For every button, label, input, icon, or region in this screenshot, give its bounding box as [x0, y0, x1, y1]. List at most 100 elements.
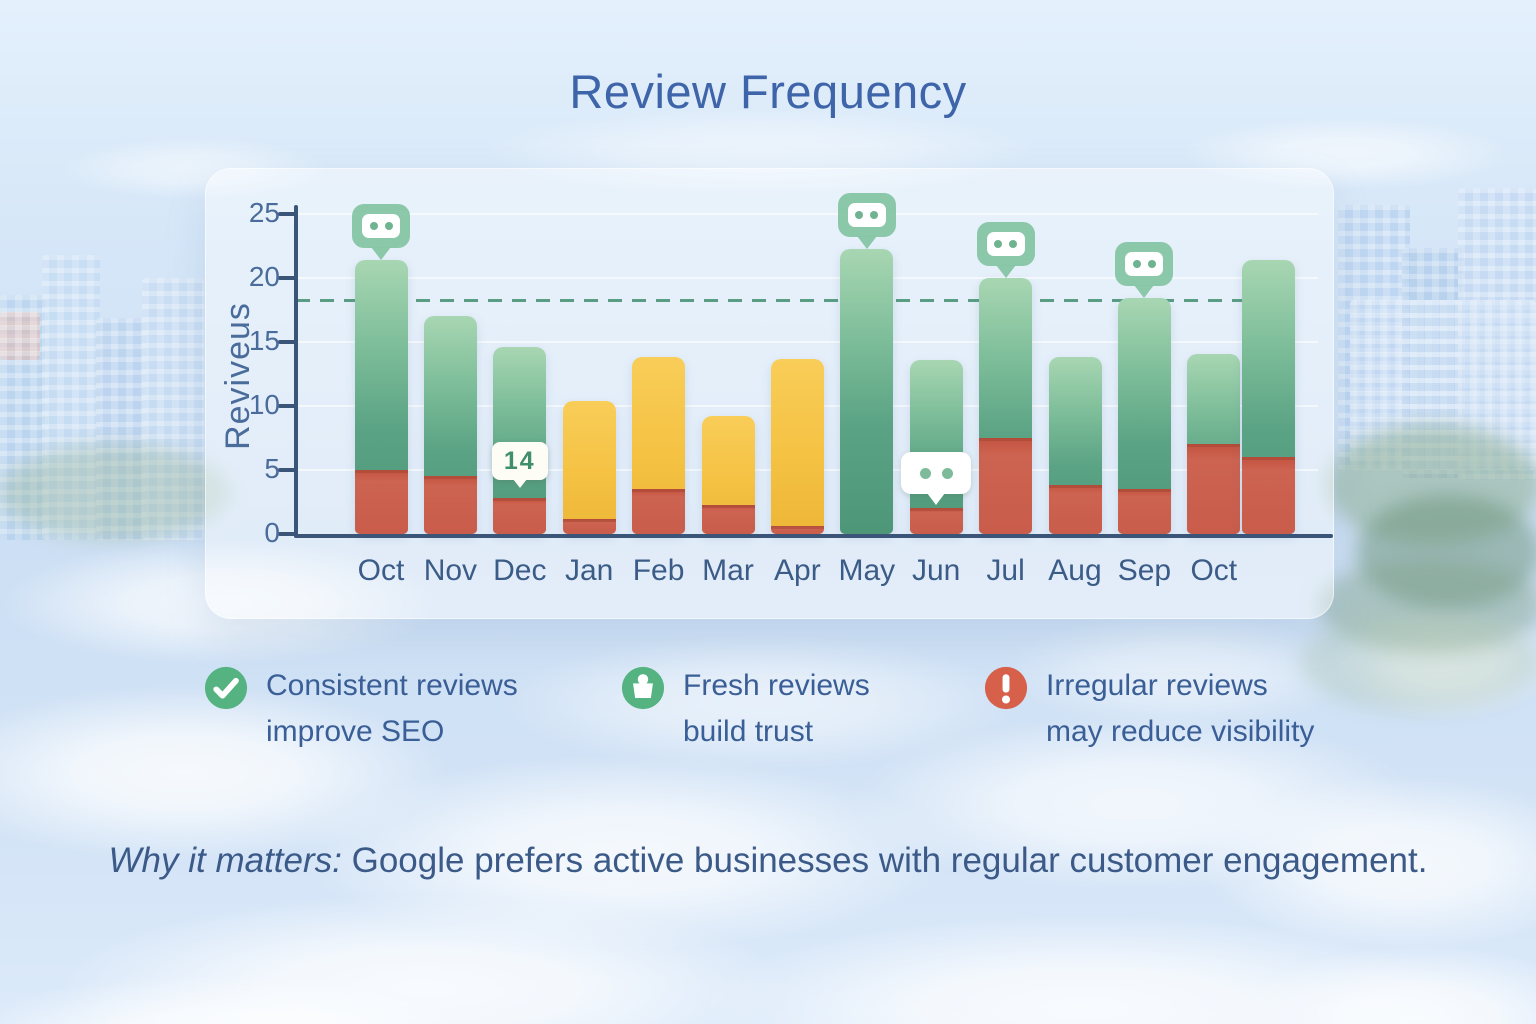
legend-line: Irregular reviews [1046, 669, 1268, 702]
x-axis-label: Oct [357, 554, 405, 587]
speech-bubble-icon [352, 204, 410, 249]
bar-red-segment [1117, 489, 1171, 534]
y-axis-tick [278, 212, 296, 216]
cloud-decoration [480, 108, 1040, 196]
legend-item-consistent-reviews: Consistent reviews improve SEO [203, 663, 518, 755]
speech-bubble-face [362, 214, 400, 239]
mini-speech-bubble-icon [901, 452, 972, 495]
legend-line: Consistent reviews [266, 669, 518, 702]
y-axis-tick [278, 532, 296, 536]
check-circle-icon [203, 665, 249, 711]
bar-red-segment [493, 498, 547, 534]
y-axis-tick-label: 20 [248, 261, 280, 292]
bar-red-segment [354, 469, 408, 534]
chart-bar [701, 416, 755, 534]
bar-red-segment [909, 508, 963, 534]
bar-red-segment [562, 518, 616, 534]
legend-item-irregular-reviews: Irregular reviews may reduce visibility [983, 663, 1314, 755]
y-axis-tick-label: 0 [264, 517, 280, 548]
why-it-matters-text: Why it matters: Google prefers active bu… [103, 833, 1433, 889]
bar-red-segment [770, 526, 824, 534]
cloud-decoration [1240, 945, 1536, 1024]
bubble-dot [941, 467, 953, 479]
speech-bubble-icon [837, 192, 896, 237]
speech-bubble-icon [1115, 242, 1174, 287]
bubble-dot [1132, 260, 1141, 269]
x-axis-label: Dec [493, 554, 547, 587]
count-badge: 14 [491, 442, 548, 480]
y-axis-line [294, 205, 298, 538]
chart-panel: Reviveus Oct Nov Dec 14 Jan Feb Mar Apr May Jun Ju… [205, 168, 1334, 619]
x-axis-label: Apr [774, 554, 821, 587]
legend-line: may reduce visibility [1046, 715, 1315, 748]
bubble-dot [1009, 240, 1018, 248]
bubble-dot [855, 210, 864, 219]
bar-red-segment [1187, 444, 1241, 534]
why-it-matters-body: Google prefers active businesses with re… [341, 841, 1428, 880]
cloud-decoration [1000, 615, 1360, 730]
chart-bar [1048, 357, 1102, 534]
plot-gridline [298, 213, 1318, 215]
page-title: Review Frequency [569, 65, 967, 118]
chart-bar [423, 316, 477, 534]
legend-text-irregular: Irregular reviews may reduce visibility [1046, 663, 1314, 755]
building-decoration [142, 278, 204, 540]
bar-red-segment [423, 476, 477, 534]
legend-item-fresh-reviews: Fresh reviews build trust [620, 663, 870, 755]
y-axis-tick [278, 404, 296, 408]
y-axis-tick [278, 468, 296, 472]
foliage-decoration [1318, 558, 1536, 653]
bubble-dot [1147, 260, 1156, 269]
building-decoration [42, 255, 100, 540]
speech-bubble-face [847, 202, 886, 227]
cloud-decoration [1330, 605, 1536, 720]
x-axis-label: May [838, 554, 896, 587]
exclamation-icon [983, 665, 1029, 711]
speech-bubble-face [1125, 252, 1164, 277]
chart-bar [632, 357, 686, 534]
legend-text-fresh: Fresh reviews build trust [683, 663, 870, 755]
cloud-decoration [60, 138, 330, 200]
x-axis-label: Jun [912, 554, 961, 587]
y-axis-tick-label: 10 [248, 389, 280, 420]
legend-line: improve SEO [266, 715, 445, 748]
bubble-dot [994, 240, 1003, 248]
chart-bar [909, 359, 963, 534]
x-axis-label: Sep [1117, 554, 1172, 587]
bubble-dot [369, 222, 378, 231]
foliage-decoration [0, 445, 230, 540]
y-axis-tick-label: 25 [248, 197, 280, 228]
chart-bar [493, 347, 547, 534]
speech-bubble-icon [976, 222, 1035, 266]
foliage-decoration [1356, 495, 1536, 610]
chart-bar [770, 358, 824, 534]
why-it-matters-label: Why it matters: [108, 841, 342, 880]
cloud-decoration [1180, 118, 1510, 190]
x-axis-label: Jan [565, 554, 614, 587]
chart-bar [1241, 260, 1295, 534]
bar-chart: Reviveus Oct Nov Dec 14 Jan Feb Mar Apr May Jun Ju… [206, 169, 1333, 618]
bar-red-segment [979, 438, 1033, 534]
chart-bar [979, 278, 1033, 534]
bar-red-segment [701, 504, 755, 534]
x-axis-label: Jul [986, 554, 1025, 587]
x-axis-label: Nov [423, 554, 478, 587]
bar-red-segment [632, 489, 686, 534]
plot-gridline [298, 277, 1318, 279]
cloud-decoration [0, 975, 470, 1024]
chart-bar [354, 260, 408, 534]
x-axis-label: Feb [632, 554, 685, 587]
legend-text-consistent: Consistent reviews improve SEO [266, 663, 518, 755]
bar-red-segment [1241, 457, 1295, 534]
building-decoration [0, 312, 40, 360]
y-axis-tick-label: 5 [264, 453, 280, 484]
plot-gridline [298, 341, 1318, 343]
chart-bar [840, 248, 894, 534]
legend-line: build trust [683, 715, 814, 748]
bar-red-segment [1048, 485, 1102, 534]
chart-bar [1117, 298, 1171, 534]
y-axis-tick [278, 340, 296, 344]
foliage-decoration [1300, 612, 1536, 712]
